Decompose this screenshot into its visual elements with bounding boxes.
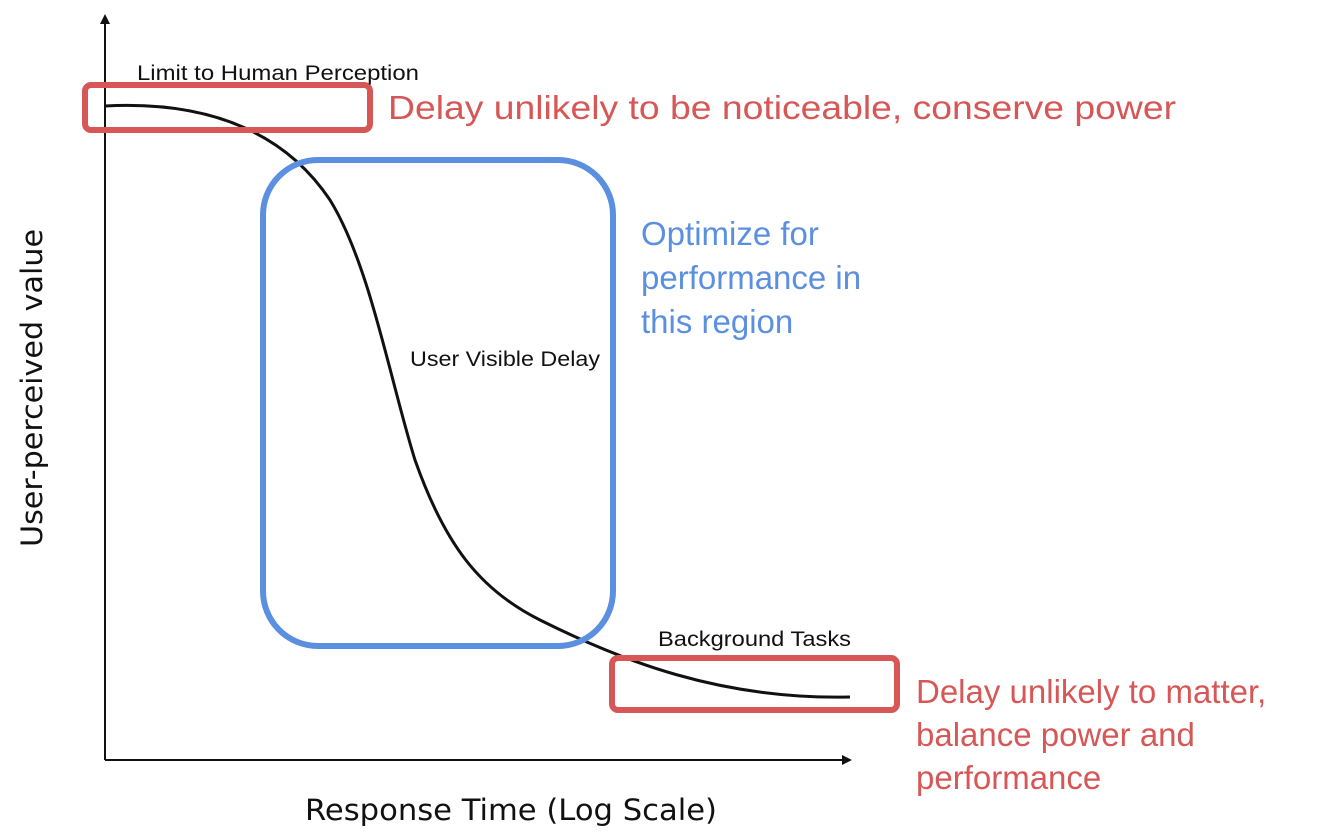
bottom-annotation-line-2: balance power and [916, 716, 1195, 753]
x-axis-title: Response Time (Log Scale) [305, 793, 717, 827]
background-tasks-box [609, 655, 900, 713]
user-visible-delay-box [260, 157, 616, 649]
value-curve [104, 103, 851, 699]
bottom-annotation-line-1: Delay unlikely to matter, [916, 673, 1266, 710]
bottom-annotation-line-3: performance [916, 759, 1101, 796]
x-axis-arrow [842, 755, 852, 765]
middle-annotation-line-1: Optimize for [641, 215, 819, 252]
user-visible-delay-label: User Visible Delay [410, 348, 601, 371]
y-axis-title: User-perceived value [15, 229, 49, 547]
limit-perception-label: Limit to Human Perception [137, 62, 419, 85]
y-axis-arrow [100, 14, 110, 24]
top-annotation: Delay unlikely to be noticeable, conserv… [388, 89, 1176, 126]
middle-annotation-line-2: performance in [641, 259, 861, 296]
middle-annotation-line-3: this region [641, 303, 793, 340]
background-tasks-label: Background Tasks [658, 628, 851, 651]
perception-limit-box [82, 82, 373, 133]
